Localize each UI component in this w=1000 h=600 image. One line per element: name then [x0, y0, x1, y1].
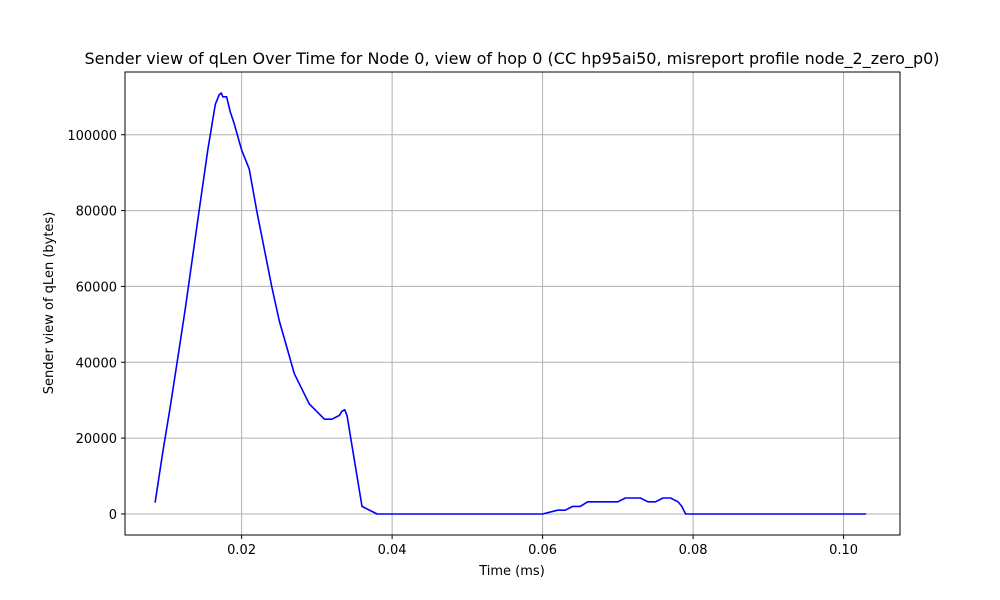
y-axis-label: Sender view of qLen (bytes): [42, 212, 57, 395]
y-tick-label: 20000: [76, 432, 117, 447]
x-tick-label: 0.06: [528, 543, 557, 558]
x-tick-label: 0.08: [679, 543, 708, 558]
y-tick-label: 60000: [76, 280, 117, 295]
y-tick-label: 0: [109, 508, 117, 523]
x-tick-label: 0.04: [378, 543, 407, 558]
y-tick-label: 100000: [67, 129, 117, 144]
chart-title: Sender view of qLen Over Time for Node 0…: [84, 49, 939, 69]
qlen-series-line: [154, 92, 867, 515]
x-axis-label: Time (ms): [478, 564, 545, 579]
x-tick-label: 0.02: [227, 543, 256, 558]
y-tick-label: 40000: [76, 356, 117, 371]
axis-ticks: 0.02 0.04 0.06 0.08 0.10 0 20000 40000 60000 8000…: [67, 129, 858, 558]
series-layer: [154, 92, 867, 515]
y-tick-label: 80000: [76, 205, 117, 220]
x-tick-label: 0.10: [829, 543, 858, 558]
plot-frame: [124, 71, 901, 536]
